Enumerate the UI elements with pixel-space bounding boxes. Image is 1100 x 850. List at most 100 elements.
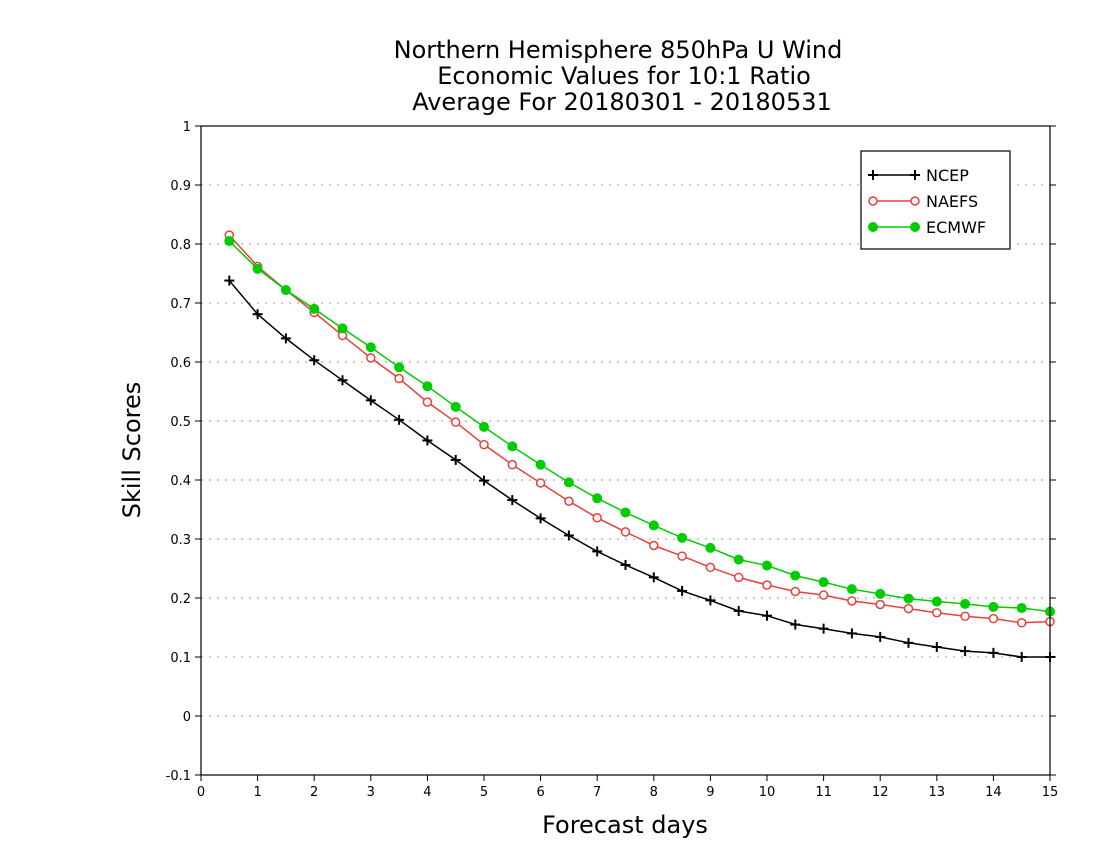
data-point-ecmwf [309, 303, 320, 314]
data-point-naefs [705, 562, 716, 573]
data-point-ecmwf [960, 598, 971, 609]
data-point-naefs [847, 596, 857, 606]
data-point-ncep [648, 572, 659, 583]
data-point-naefs [620, 527, 631, 537]
data-point-ecmwf [705, 542, 716, 553]
data-point-ecmwf [365, 342, 376, 353]
data-point-ecmwf [988, 601, 999, 612]
data-point-ncep [422, 435, 433, 446]
data-point-ncep [337, 375, 348, 386]
data-point-naefs [592, 513, 602, 523]
x-tick-label: 6 [536, 785, 544, 800]
legend-label-ncep: NCEP [926, 166, 969, 185]
data-point-ncep [563, 530, 574, 541]
y-tick-label: -0.1 [166, 769, 191, 784]
legend-marker-naefs [868, 196, 878, 206]
data-point-ecmwf [733, 554, 744, 565]
data-point-ecmwf [931, 596, 942, 607]
legend-marker-ecmwf [868, 222, 878, 232]
data-point-ncep [790, 619, 801, 630]
data-point-ncep [365, 395, 376, 406]
data-point-ncep [705, 595, 716, 606]
series-ecmwf [224, 236, 1055, 617]
series-line-naefs [228, 234, 1051, 624]
legend-marker-ecmwf [910, 222, 920, 232]
data-point-ecmwf [846, 584, 857, 595]
data-point-ncep [479, 475, 489, 486]
x-tick-label: 11 [815, 785, 832, 800]
data-point-naefs [818, 590, 829, 600]
x-tick-label: 4 [423, 785, 431, 800]
data-point-ncep [903, 637, 914, 648]
series-ncep [224, 275, 1055, 662]
data-point-ncep [762, 610, 772, 621]
data-point-naefs [649, 540, 659, 551]
gridlines [201, 184, 1050, 717]
y-tick-label: 1 [183, 120, 191, 135]
y-tick-label: 0.9 [170, 179, 191, 194]
data-point-ecmwf [394, 362, 405, 373]
data-point-ecmwf [762, 560, 772, 571]
x-tick-label: 1 [253, 785, 261, 800]
x-tick-label: 9 [706, 785, 714, 800]
x-tick-label: 15 [1042, 785, 1059, 800]
x-tick-label: 12 [872, 785, 889, 800]
data-point-ncep [535, 513, 546, 524]
data-point-naefs [479, 439, 489, 450]
data-point-ecmwf [903, 593, 914, 604]
legend-marker-ncep [910, 170, 920, 180]
data-point-ecmwf [1016, 603, 1027, 614]
data-point-ncep [1016, 652, 1027, 662]
legend-label-ecmwf: ECMWF [926, 218, 986, 237]
data-point-ecmwf [563, 477, 574, 488]
y-tick-label: 0.8 [170, 238, 191, 253]
data-point-naefs [790, 586, 801, 597]
data-point-naefs [988, 613, 999, 624]
data-point-ecmwf [224, 236, 235, 247]
data-point-ncep [592, 546, 603, 557]
data-point-ecmwf [507, 441, 518, 452]
data-point-ecmwf [875, 588, 886, 599]
data-point-naefs [932, 608, 942, 618]
axis-ticks: -0.100.10.20.30.40.50.60.70.80.910 1 2 3 4 5 6… [166, 120, 1059, 800]
data-point-ncep [846, 628, 857, 639]
data-point-ncep [988, 647, 999, 658]
y-axis-label: Skill Scores [118, 382, 146, 519]
data-point-naefs [677, 551, 687, 561]
y-tick-label: 0.3 [170, 533, 191, 548]
x-axis-label: Forecast days [542, 811, 708, 839]
data-point-naefs [535, 478, 546, 488]
y-tick-label: 0 [183, 710, 191, 725]
data-point-ecmwf [592, 493, 603, 504]
legend-item-ecmwf: ECMWF [868, 218, 986, 237]
legend-label-naefs: NAEFS [926, 192, 978, 211]
data-point-ncep [224, 275, 235, 286]
data-point-ecmwf [422, 381, 433, 392]
data-point-ecmwf [620, 507, 631, 518]
x-tick-label: 2 [310, 785, 318, 800]
data-point-ecmwf [479, 421, 489, 432]
data-point-ecmwf [818, 577, 829, 588]
legend-item-ncep: NCEP [868, 166, 969, 185]
data-point-ncep [818, 623, 829, 634]
x-tick-label: 10 [759, 785, 776, 800]
data-point-ecmwf [648, 520, 659, 531]
data-point-ncep [931, 641, 942, 652]
data-point-ncep [450, 454, 461, 465]
x-tick-label: 14 [985, 785, 1002, 800]
y-tick-label: 0.5 [170, 415, 191, 430]
data-point-naefs [394, 373, 404, 384]
data-point-ecmwf [677, 532, 688, 543]
data-point-naefs [960, 611, 970, 622]
x-tick-label: 3 [367, 785, 375, 800]
data-point-ncep [507, 495, 518, 506]
data-point-ncep [677, 585, 688, 596]
data-point-naefs [507, 459, 518, 470]
data-point-naefs [875, 599, 885, 610]
plot-frame [200, 125, 1051, 776]
y-tick-label: 0.4 [170, 474, 191, 489]
y-tick-label: 0.7 [170, 297, 191, 312]
data-point-naefs [564, 496, 574, 506]
data-point-ecmwf [535, 459, 546, 470]
